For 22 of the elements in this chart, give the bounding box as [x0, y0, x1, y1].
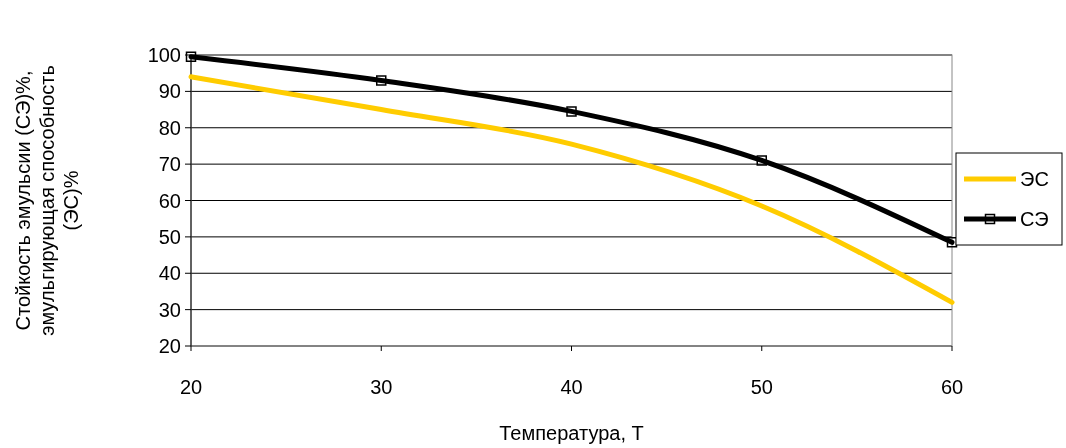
y-tick-label: 100	[147, 44, 181, 66]
point	[566, 106, 577, 117]
x-tick-label: 60	[940, 376, 964, 398]
y-tick-label: 20	[158, 335, 181, 357]
x-axis-title: Температура, T	[499, 422, 644, 444]
y-tick-label: 50	[158, 225, 181, 248]
point	[756, 155, 767, 166]
legend-label: СЭ	[1020, 208, 1049, 230]
y-tick-label: 70	[158, 153, 181, 176]
x-tick-label: 40	[560, 376, 583, 398]
y-axis-title: Стойкость эмульсии (СЭ)%, эмульгирующая способность (ЭС)%	[12, 65, 82, 336]
y-tick-label: 80	[158, 116, 181, 139]
x-tick-label: 20	[179, 376, 203, 398]
y-tick-label: 90	[158, 80, 181, 103]
x-tick-label: 50	[750, 376, 773, 398]
legend-label: ЭС	[1020, 168, 1049, 190]
x-tick-label: 30	[370, 376, 393, 398]
y-tick-label: 30	[158, 298, 181, 321]
y-tick-label: 60	[158, 189, 181, 212]
point	[376, 75, 387, 86]
point	[946, 237, 958, 248]
y-tick-label: 40	[158, 262, 181, 285]
